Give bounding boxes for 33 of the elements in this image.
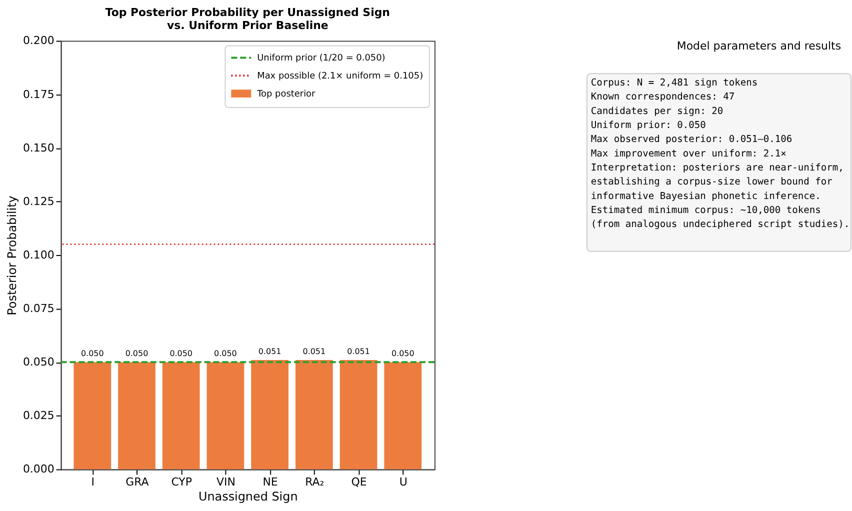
y-tick-label: 0.025 (22, 409, 54, 422)
x-tick-label: NE (262, 476, 278, 489)
legend-label: Top posterior (256, 90, 316, 100)
x-tick-label: U (399, 476, 408, 489)
y-tick-label: 0.050 (22, 356, 54, 369)
x-axis-title: Unassigned Sign (198, 490, 298, 504)
data-label: 0.050 (170, 349, 193, 358)
chart-title: Top Posterior Probability per Unassigned Sign vs. Uniform Prior Baseline (105, 6, 390, 32)
x-tick-label: I (91, 476, 94, 489)
y-tick-label: 0.125 (22, 194, 54, 208)
y-tick-label: 0.150 (22, 141, 54, 154)
data-label: 0.051 (258, 347, 282, 356)
y-tick-label: 0.000 (22, 462, 54, 476)
data-label: 0.051 (302, 347, 326, 356)
x-tick-label: VIN (216, 476, 236, 489)
legend-label: Max possible (2.1× uniform = 0.105) (257, 72, 424, 82)
data-label: 0.050 (80, 349, 104, 358)
y-tick-label: 0.100 (22, 248, 54, 262)
x-tick-label: RA₂ (305, 476, 324, 489)
text: Model parameters and results (676, 40, 842, 53)
x-tick-label: QE (351, 476, 367, 489)
text: Corpus: N = 2,481 sign tokens Known correspondences: 47 Candidates per sign: 20 Uniform prior: 0.050 Max observed posterior: 0.051–0.106 Max improvement over uniform: 2.1× Interpretation: posteriors are near-uniform, establishing a corpus-size lower bound for informative Bayesian phonetic inference. Estimated minimum corpus: ~10,000 tokens (from analogous undeciphered script studies). (590, 78, 850, 230)
y-axis-title: Posterior Probability (4, 196, 19, 316)
y-tick-label: 0.075 (22, 302, 54, 316)
data-label: 0.050 (214, 349, 237, 358)
y-tick-label: 0.200 (22, 34, 54, 48)
x-tick-label: CYP (171, 476, 192, 489)
data-label: 0.050 (391, 349, 414, 358)
legend-label: Uniform prior (1/20 = 0.050) (257, 54, 386, 64)
x-tick-label: GRA (126, 476, 150, 489)
data-label: 0.051 (347, 347, 370, 356)
y-tick-label: 0.175 (22, 88, 54, 101)
data-label: 0.050 (125, 349, 148, 358)
